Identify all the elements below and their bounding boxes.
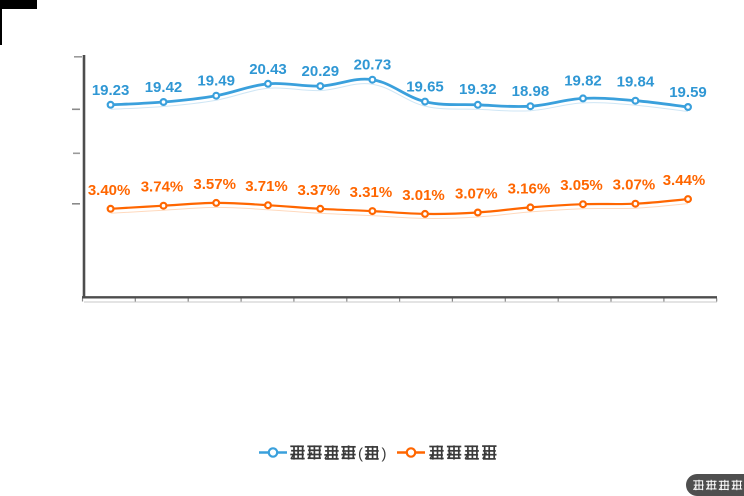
svg-text:20.43: 20.43 xyxy=(249,61,287,78)
svg-text:20.73: 20.73 xyxy=(354,57,392,74)
svg-text:3.40%: 3.40% xyxy=(88,182,131,199)
svg-text:3.05%: 3.05% xyxy=(560,177,603,194)
svg-text:3.44%: 3.44% xyxy=(663,172,706,189)
svg-text:18.98: 18.98 xyxy=(512,83,550,100)
svg-text:3.37%: 3.37% xyxy=(298,182,341,199)
svg-text:19.49: 19.49 xyxy=(197,73,235,90)
svg-text:3.57%: 3.57% xyxy=(193,176,236,193)
svg-text:19.84: 19.84 xyxy=(617,74,655,91)
svg-text:3.07%: 3.07% xyxy=(613,177,656,194)
svg-text:(: ( xyxy=(358,446,363,463)
svg-text:3.16%: 3.16% xyxy=(508,180,551,197)
svg-text:3.71%: 3.71% xyxy=(245,178,288,195)
svg-text:19.65: 19.65 xyxy=(406,79,444,96)
svg-text:19.42: 19.42 xyxy=(145,79,183,96)
svg-text:19.59: 19.59 xyxy=(669,84,707,101)
svg-text:20.29: 20.29 xyxy=(302,63,340,80)
svg-text:19.82: 19.82 xyxy=(564,72,602,89)
svg-text:3.74%: 3.74% xyxy=(141,179,184,196)
svg-text:3.01%: 3.01% xyxy=(402,187,445,204)
svg-text:19.32: 19.32 xyxy=(459,81,497,98)
svg-text:): ) xyxy=(382,446,387,463)
svg-text:3.31%: 3.31% xyxy=(350,184,393,201)
svg-text:19.23: 19.23 xyxy=(92,82,130,99)
svg-text:3.07%: 3.07% xyxy=(455,186,498,203)
